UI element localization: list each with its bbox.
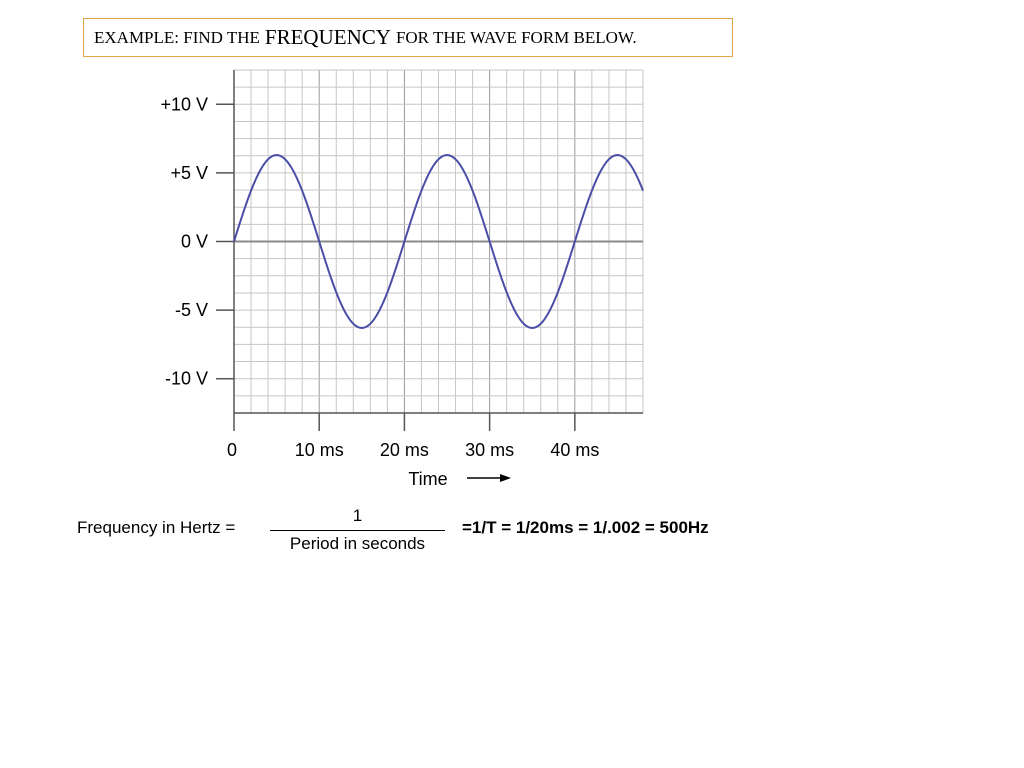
formula-denominator: Period in seconds bbox=[289, 534, 426, 553]
time-arrowhead-icon bbox=[500, 474, 511, 482]
x-tick-label: 30 ms bbox=[465, 440, 514, 460]
fraction-bar bbox=[270, 530, 445, 531]
sine-wave-line bbox=[233, 154, 644, 329]
y-tick-label: -10 V bbox=[165, 369, 208, 389]
y-tick-label: +10 V bbox=[160, 94, 208, 114]
chart-series bbox=[233, 154, 644, 329]
formula-result: =1/T = 1/20ms = 1/.002 = 500Hz bbox=[462, 518, 709, 537]
waveform-chart: 0 10 ms 20 ms 30 ms 40 ms +10 V +5 V 0 V -5 V -10… bbox=[160, 69, 644, 489]
x-tick-label: 20 ms bbox=[380, 440, 429, 460]
title-emphasis: FREQUENCY bbox=[264, 25, 391, 49]
x-tick-label: 10 ms bbox=[295, 440, 344, 460]
formula-lhs: Frequency in Hertz = bbox=[77, 518, 236, 537]
x-tick-label: 0 bbox=[227, 440, 237, 460]
y-tick-label: -5 V bbox=[175, 300, 208, 320]
chart-ticks: 0 10 ms 20 ms 30 ms 40 ms +10 V +5 V 0 V -5 V -10… bbox=[160, 94, 599, 460]
title-prefix: EXAMPLE: FIND THE bbox=[94, 27, 260, 47]
x-tick-label: 40 ms bbox=[550, 440, 599, 460]
y-tick-label: +5 V bbox=[170, 163, 208, 183]
title-suffix: FOR THE WAVE FORM BELOW. bbox=[395, 27, 637, 47]
x-axis-title-group: Time bbox=[408, 469, 511, 489]
x-axis-title: Time bbox=[408, 469, 447, 489]
frequency-formula: Frequency in Hertz = 1 Period in seconds bbox=[77, 506, 457, 558]
y-tick-label: 0 V bbox=[181, 232, 208, 252]
slide-title: EXAMPLE: FIND THE FREQUENCY FOR THE WAVE… bbox=[83, 18, 733, 57]
formula-numerator: 1 bbox=[352, 506, 363, 525]
